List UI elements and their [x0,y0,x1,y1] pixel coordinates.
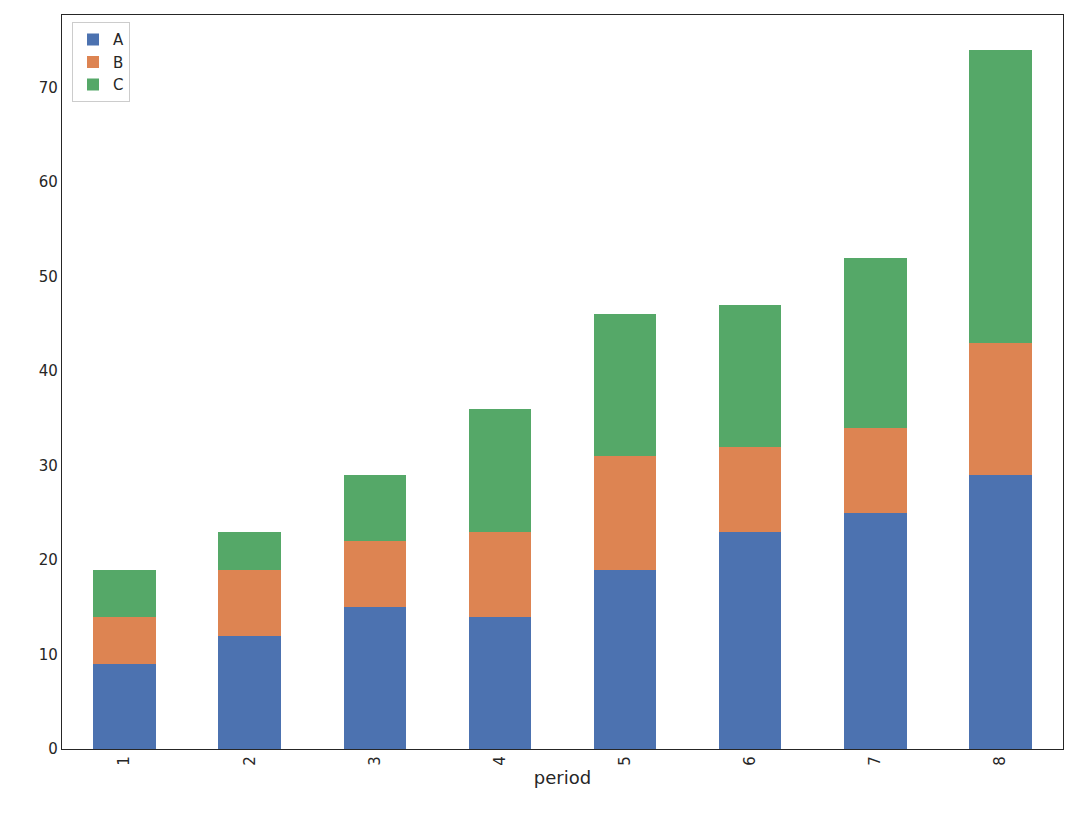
svg-text:A: A [113,31,124,49]
svg-text:70: 70 [39,79,58,97]
svg-text:40: 40 [39,362,58,380]
svg-text:5: 5 [616,756,634,766]
svg-text:B: B [113,54,123,72]
svg-text:30: 30 [39,457,58,475]
svg-text:C: C [113,76,123,94]
svg-text:1: 1 [115,756,133,766]
svg-text:60: 60 [39,173,58,191]
svg-text:3: 3 [366,756,384,766]
svg-text:4: 4 [491,756,509,766]
svg-text:period: period [534,767,591,788]
svg-text:6: 6 [741,756,759,766]
svg-text:7: 7 [866,756,884,766]
svg-text:8: 8 [991,756,1009,766]
svg-text:10: 10 [39,646,58,664]
svg-text:50: 50 [39,268,58,286]
svg-text:2: 2 [241,756,259,766]
svg-text:20: 20 [39,551,58,569]
svg-text:0: 0 [48,740,58,758]
